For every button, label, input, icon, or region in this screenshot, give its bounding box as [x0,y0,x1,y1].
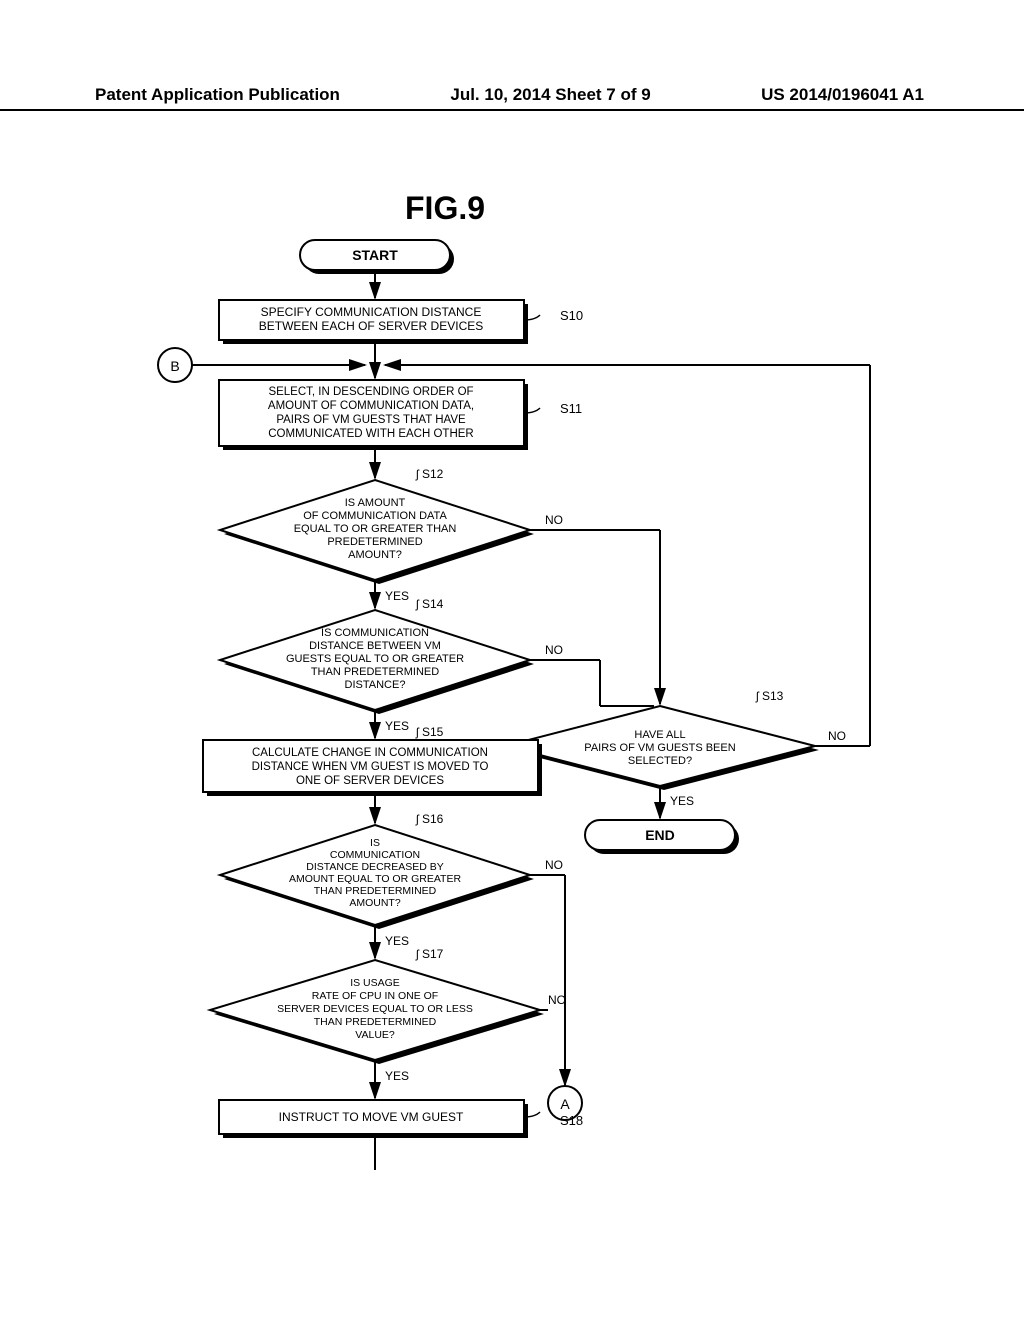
b-connector: B [158,348,192,382]
s10-label: S10 [560,308,583,323]
svg-text:AMOUNT EQUAL TO OR GREATER: AMOUNT EQUAL TO OR GREATER [289,873,462,885]
svg-text:OF COMMUNICATION DATA: OF COMMUNICATION DATA [303,510,447,522]
s17-no: NO [548,993,566,1007]
s17-yes: YES [385,1069,409,1083]
s11-node: SELECT, IN DESCENDING ORDER OF AMOUNT OF… [219,380,528,450]
svg-text:HAVE ALL: HAVE ALL [634,729,685,741]
page: Patent Application Publication Jul. 10, … [0,0,1024,1320]
s16-node: IS COMMUNICATION DISTANCE DECREASED BY A… [220,825,534,929]
svg-text:AMOUNT?: AMOUNT? [348,549,402,561]
s12-node: IS AMOUNT OF COMMUNICATION DATA EQUAL TO… [220,480,534,584]
s13-label: ʃ S13 [755,689,784,703]
svg-text:SERVER DEVICES EQUAL TO OR LES: SERVER DEVICES EQUAL TO OR LESS [277,1003,473,1015]
svg-text:EQUAL TO OR GREATER THAN: EQUAL TO OR GREATER THAN [294,523,457,535]
svg-text:START: START [352,247,398,263]
end-node: END [585,820,739,854]
svg-text:THAN PREDETERMINED: THAN PREDETERMINED [314,885,437,897]
s10-node: SPECIFY COMMUNICATION DISTANCE BETWEEN E… [219,300,528,344]
flowchart-svg: START SPECIFY COMMUNICATION DISTANCE BET… [0,0,1024,1320]
svg-text:CALCULATE CHANGE IN COMMUNICAT: CALCULATE CHANGE IN COMMUNICATION [252,747,488,759]
svg-text:A: A [560,1096,570,1112]
s13-yes: YES [670,794,694,808]
svg-text:IS: IS [370,837,380,849]
s15-label: ʃ S15 [415,725,444,739]
svg-text:DISTANCE DECREASED BY: DISTANCE DECREASED BY [306,861,444,873]
svg-text:DISTANCE WHEN VM GUEST IS MOVE: DISTANCE WHEN VM GUEST IS MOVED TO [252,761,489,773]
svg-text:COMMUNICATED WITH EACH OTHER: COMMUNICATED WITH EACH OTHER [268,428,474,440]
svg-text:INSTRUCT TO MOVE VM GUEST: INSTRUCT TO MOVE VM GUEST [279,1110,464,1124]
svg-text:THAN PREDETERMINED: THAN PREDETERMINED [311,666,439,678]
svg-text:IS USAGE: IS USAGE [350,977,400,989]
s18-node: INSTRUCT TO MOVE VM GUEST [219,1100,528,1138]
s16-yes: YES [385,934,409,948]
svg-text:IS AMOUNT: IS AMOUNT [345,497,406,509]
svg-text:SPECIFY COMMUNICATION DISTANCE: SPECIFY COMMUNICATION DISTANCE [261,305,482,319]
s17-label: ʃ S17 [415,947,444,961]
svg-text:DISTANCE?: DISTANCE? [345,679,406,691]
s12-yes: YES [385,589,409,603]
svg-text:PAIRS OF VM GUESTS THAT HAVE: PAIRS OF VM GUESTS THAT HAVE [276,414,466,426]
svg-text:IS COMMUNICATION: IS COMMUNICATION [321,627,429,639]
s14-no: NO [545,643,563,657]
start-node: START [300,240,454,274]
s18-label: S18 [560,1113,583,1128]
s15-node: CALCULATE CHANGE IN COMMUNICATION DISTAN… [203,740,542,796]
svg-text:AMOUNT OF COMMUNICATION DATA,: AMOUNT OF COMMUNICATION DATA, [268,400,474,412]
svg-text:SELECT, IN DESCENDING ORDER OF: SELECT, IN DESCENDING ORDER OF [268,386,473,398]
s12-no: NO [545,513,563,527]
svg-text:ONE OF SERVER DEVICES: ONE OF SERVER DEVICES [296,775,444,787]
svg-text:AMOUNT?: AMOUNT? [349,897,400,909]
svg-text:VALUE?: VALUE? [355,1029,395,1041]
s14-label: ʃ S14 [415,597,444,611]
svg-text:PREDETERMINED: PREDETERMINED [327,536,422,548]
s13-no: NO [828,729,846,743]
s13-node: HAVE ALL PAIRS OF VM GUESTS BEEN SELECTE… [505,706,819,790]
s17-node: IS USAGE RATE OF CPU IN ONE OF SERVER DE… [210,960,544,1064]
svg-text:DISTANCE BETWEEN VM: DISTANCE BETWEEN VM [309,640,441,652]
svg-text:RATE OF CPU IN ONE OF: RATE OF CPU IN ONE OF [312,990,438,1002]
s14-yes: YES [385,719,409,733]
svg-text:PAIRS OF VM GUESTS BEEN: PAIRS OF VM GUESTS BEEN [584,742,735,754]
s11-label: S11 [560,401,582,416]
s16-no: NO [545,858,563,872]
svg-text:THAN PREDETERMINED: THAN PREDETERMINED [314,1016,437,1028]
svg-text:BETWEEN EACH OF SERVER DEVICES: BETWEEN EACH OF SERVER DEVICES [259,319,484,333]
svg-text:SELECTED?: SELECTED? [628,755,692,767]
svg-text:END: END [645,827,675,843]
svg-text:B: B [170,358,179,374]
s16-label: ʃ S16 [415,812,444,826]
svg-text:GUESTS EQUAL TO OR GREATER: GUESTS EQUAL TO OR GREATER [286,653,464,665]
s12-label: ʃ S12 [415,467,444,481]
svg-text:COMMUNICATION: COMMUNICATION [330,849,420,861]
s14-node: IS COMMUNICATION DISTANCE BETWEEN VM GUE… [220,610,534,714]
